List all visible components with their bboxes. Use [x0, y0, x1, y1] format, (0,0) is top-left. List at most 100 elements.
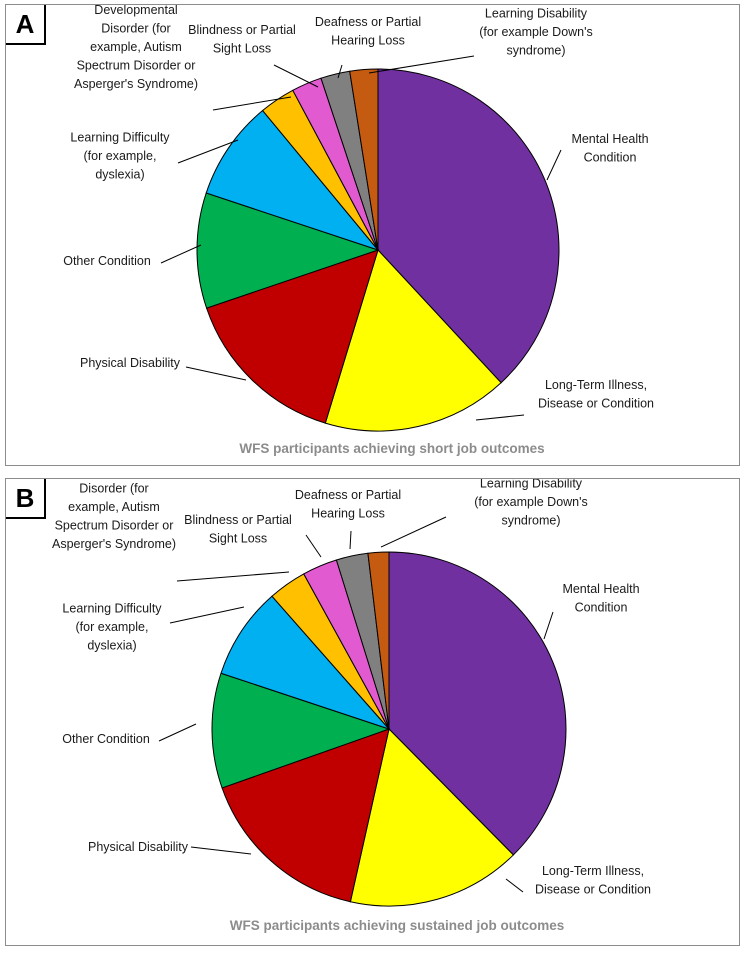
leader-line-other-condition [160, 244, 202, 264]
slice-label-mental-health: Mental Health Condition [571, 132, 648, 165]
slice-label-line: (for example Down's [479, 25, 593, 39]
slice-label-learning-disability: Learning Disability (for example Down's sy… [474, 479, 588, 528]
leader-line-blindness [305, 534, 322, 558]
slice-label-line: Condition [575, 600, 628, 614]
pie-labels: Mental Health Condition Long-Term Illness,… [52, 479, 651, 896]
leader-line-long-term-illness [505, 878, 524, 893]
slice-label-line: Spectrum Disorder or [55, 519, 174, 533]
pie-slices [211, 551, 567, 907]
chart-caption: WFS participants achieving short job out… [239, 441, 544, 456]
slice-label-blindness: Blindness or Partial Sight Loss [184, 513, 292, 546]
leader-line-physical-disability [190, 846, 252, 855]
chart-caption: WFS participants achieving sustained job… [230, 918, 565, 933]
leader-line-deafness [349, 530, 352, 550]
slice-label-deafness: Deafness or Partial Hearing Loss [295, 488, 401, 521]
slice-label-line: example, Autism [68, 500, 160, 514]
leader-line-developmental-disorder [176, 571, 290, 582]
slice-label-line: Disease or Condition [538, 396, 654, 410]
slice-label-line: Learning Disability [480, 479, 583, 491]
leader-line-physical-disability [185, 366, 247, 381]
slice-label-line: Blindness or Partial [184, 513, 292, 527]
slice-label-line: dyslexia) [87, 639, 136, 653]
slice-label-line: (for example Down's [474, 495, 588, 509]
slice-label-long-term-illness: Long-Term Illness, Disease or Condition [535, 864, 651, 897]
leader-line-learning-disability [380, 516, 447, 548]
slice-label-line: Sight Loss [209, 531, 267, 545]
slice-label-line: Mental Health [571, 132, 648, 146]
slice-label-line: syndrome) [501, 514, 560, 528]
slice-label-line: Deafness or Partial [295, 488, 401, 502]
slice-label-blindness: Blindness or Partial Sight Loss [188, 23, 296, 56]
slice-label-line: Disorder (for [79, 482, 148, 496]
slice-label-line: Condition [584, 150, 637, 164]
slice-label-deafness: Deafness or Partial Hearing Loss [315, 15, 421, 48]
panel-letter-b: B [6, 479, 46, 519]
slice-label-line: Deafness or Partial [315, 15, 421, 29]
slice-label-learning-difficulty: Learning Difficulty (for example, dyslexia… [70, 131, 170, 182]
slice-label-line: Sight Loss [213, 41, 271, 55]
pie-slice-mental-health [388, 551, 567, 856]
pie-slices [196, 68, 560, 432]
slice-label-line: example, Autism [90, 40, 182, 54]
slice-label-line: syndrome) [506, 44, 565, 58]
slice-label-mental-health: Mental Health Condition [562, 582, 639, 615]
pie-slice-learning-disability [349, 68, 379, 251]
pie-slice-physical-disability [205, 249, 379, 424]
slice-label-line: Spectrum Disorder or [77, 59, 196, 73]
slice-label-line: Blindness or Partial [188, 23, 296, 37]
slice-label-line: Learning Difficulty [70, 131, 170, 145]
pie-slice-other-condition [196, 192, 380, 309]
leader-line-other-condition [158, 723, 197, 742]
slice-label-other-condition: Other Condition [62, 732, 150, 746]
leader-line-mental-health [543, 611, 554, 640]
slice-label-line: Disorder (for [101, 22, 170, 36]
slice-label-line: Long-Term Illness, [542, 864, 644, 878]
leader-line-learning-difficulty [177, 139, 239, 164]
slice-label-line: Hearing Loss [311, 506, 385, 520]
slice-label-line: Other Condition [63, 254, 151, 268]
pie-slice-long-term-illness [324, 249, 502, 432]
leader-line-learning-difficulty [169, 606, 245, 624]
leader-line-learning-disability [368, 55, 475, 74]
slice-label-physical-disability: Physical Disability [88, 840, 189, 854]
pie-labels: Mental Health Condition Long-Term Illness,… [63, 5, 654, 421]
leader-line-mental-health [546, 149, 562, 181]
chart-panel-b: B Mental Health Condition Long-Term Illnes… [5, 478, 740, 946]
leader-line-blindness [273, 64, 319, 88]
slice-label-other-condition: Other Condition [63, 254, 151, 268]
leader-line-deafness [337, 64, 343, 79]
chart-panel-a: A Mental Health Condition Long-Term Illnes… [5, 4, 740, 466]
slice-label-line: Mental Health [562, 582, 639, 596]
pie-slice-learning-difficulty [220, 595, 391, 731]
slice-label-line: Learning Disability [485, 7, 588, 21]
slice-label-line: Disease or Condition [535, 882, 651, 896]
slice-label-line: Learning Difficulty [62, 602, 162, 616]
pie-slice-long-term-illness [349, 727, 515, 907]
slice-label-line: dyslexia) [95, 168, 144, 182]
slice-label-line: Hearing Loss [331, 33, 405, 47]
slice-label-line: (for example, [76, 620, 149, 634]
slice-label-line: Physical Disability [88, 840, 189, 854]
slice-label-learning-disability: Learning Disability (for example Down's sy… [479, 7, 593, 58]
pie-chart-b: Mental Health Condition Long-Term Illness,… [52, 479, 651, 933]
pie-slice-physical-disability [221, 728, 390, 903]
slice-label-developmental-disorder: Developmental Disorder (for example, Autis… [74, 5, 198, 91]
slice-label-learning-difficulty: Learning Difficulty (for example, dyslexia… [62, 602, 162, 653]
pie-slice-mental-health [377, 68, 560, 384]
slice-label-line: Developmental [94, 5, 177, 17]
pie-slice-other-condition [211, 672, 391, 789]
slice-label-line: Asperger's Syndrome) [74, 77, 198, 91]
slice-label-long-term-illness: Long-Term Illness, Disease or Condition [538, 378, 654, 411]
slice-label-physical-disability: Physical Disability [80, 356, 181, 370]
slice-label-line: Other Condition [62, 732, 150, 746]
leader-line-developmental-disorder [212, 96, 292, 111]
leader-line-long-term-illness [475, 414, 525, 421]
slice-label-line: Long-Term Illness, [545, 378, 647, 392]
slice-label-line: (for example, [84, 149, 157, 163]
panel-letter-a: A [6, 5, 46, 45]
slice-label-line: Physical Disability [80, 356, 181, 370]
pie-chart-a: Mental Health Condition Long-Term Illness,… [63, 5, 654, 456]
pie-slice-learning-disability [367, 551, 390, 730]
pie-slice-learning-difficulty [205, 109, 380, 252]
